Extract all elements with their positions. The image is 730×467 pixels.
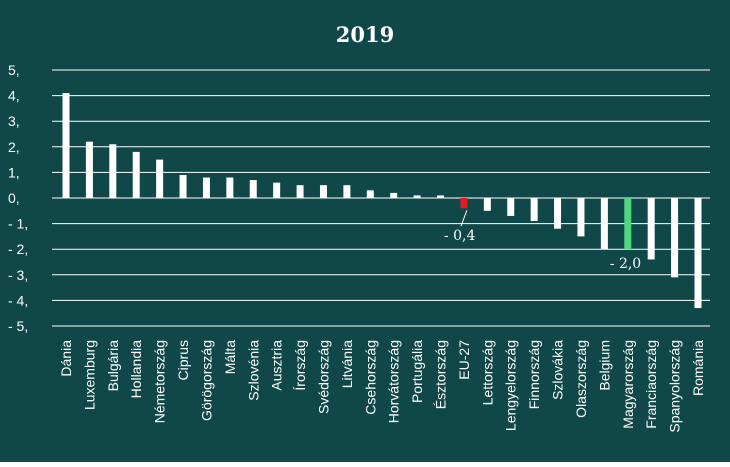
x-tick-label: Szlovénia: [245, 340, 261, 401]
annotations: - 0,4 - 2,0: [444, 210, 641, 272]
bar: [647, 198, 655, 260]
bar: [156, 159, 164, 198]
bar: [179, 174, 187, 198]
bar: [413, 195, 421, 198]
bar: [437, 195, 445, 198]
y-tick-label: 5,: [8, 62, 20, 78]
x-tick-label: Ciprus: [175, 340, 191, 380]
x-tick-label: Hollandia: [128, 340, 144, 399]
bars: [62, 93, 702, 309]
bar: [296, 185, 304, 198]
x-tick-label: Bulgária: [105, 340, 121, 392]
y-tick-label: 4,: [8, 88, 20, 104]
y-tick-label: - 1,: [8, 216, 28, 232]
bar: [202, 177, 210, 198]
y-tick-label: - 4,: [8, 292, 28, 308]
bar: [366, 190, 374, 198]
x-tick-label: Románia: [690, 340, 706, 396]
x-tick-label: Finnország: [526, 340, 542, 409]
bar: [109, 144, 117, 198]
x-tick-label: Spanyolország: [667, 340, 683, 433]
x-tick-label: Dánia: [58, 340, 74, 377]
y-tick-label: 0,: [8, 190, 20, 206]
y-tick-label: - 2,: [8, 241, 28, 257]
x-tick-label: Málta: [222, 340, 238, 374]
bar: [319, 185, 327, 198]
bar: [390, 192, 398, 198]
y-tick-label: - 3,: [8, 267, 28, 283]
x-tick-label: Lengyelország: [503, 340, 519, 431]
chart-title: 2019: [336, 22, 394, 47]
bar: [577, 198, 585, 237]
x-tick-label: Észtország: [433, 340, 449, 409]
y-tick-label: - 5,: [8, 318, 28, 334]
bar: [600, 198, 608, 250]
x-tick-label: Görögország: [198, 340, 214, 421]
bar: [62, 93, 70, 198]
x-tick-label: Németország: [152, 340, 168, 423]
x-tick-label: Belgium: [596, 340, 612, 391]
x-tick-label: Magyarország: [620, 340, 636, 429]
x-tick-label: Svédország: [315, 340, 331, 414]
bar: [460, 198, 468, 209]
x-tick-label: Olaszország: [573, 340, 589, 418]
x-tick-label: Csehország: [362, 340, 378, 415]
bar: [483, 198, 491, 211]
bar: [132, 151, 140, 198]
x-tick-label: Ausztria: [269, 340, 285, 391]
bar: [249, 180, 257, 198]
x-tick-label: Lettország: [479, 340, 495, 405]
bar: [554, 198, 562, 229]
y-tick-label: 2,: [8, 139, 20, 155]
bar: [671, 198, 679, 278]
bar: [694, 198, 702, 309]
y-tick-label: 3,: [8, 113, 20, 129]
x-tick-label: Szlovákia: [550, 340, 566, 400]
x-tick-label: Írország: [292, 340, 308, 391]
x-tick-label: Luxemburg: [81, 340, 97, 410]
bar: [530, 198, 538, 222]
y-axis-ticks: 5, 4, 3, 2, 1, 0, - 1, - 2, - 3, - 4, - 5,: [8, 62, 28, 334]
bar: [226, 177, 234, 198]
bar: [624, 198, 632, 250]
x-tick-label: Portugália: [409, 340, 425, 403]
annotation-leader: [460, 210, 468, 227]
annotation-label: - 2,0: [610, 256, 641, 272]
x-axis-labels: Dánia Luxemburg Bulgária Hollandia Németorsz…: [58, 340, 706, 433]
bar: [273, 182, 281, 198]
annotation-label: - 0,4: [444, 228, 476, 244]
bar: [85, 141, 93, 198]
x-tick-label: Horvátország: [386, 340, 402, 423]
gridlines: [52, 69, 710, 327]
x-tick-label: Franciaország: [643, 340, 659, 429]
y-tick-label: 1,: [8, 164, 20, 180]
x-tick-label: Litvánia: [339, 340, 355, 388]
x-tick-label: EU-27: [456, 340, 472, 380]
bar: [507, 198, 515, 216]
bar: [343, 185, 351, 198]
